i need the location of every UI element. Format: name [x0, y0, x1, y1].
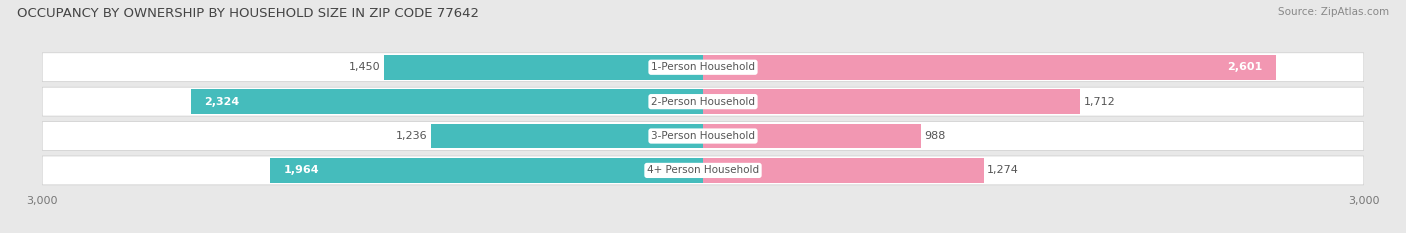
Text: 4+ Person Household: 4+ Person Household [647, 165, 759, 175]
Text: 988: 988 [924, 131, 945, 141]
FancyBboxPatch shape [42, 122, 1364, 151]
Text: 1,450: 1,450 [349, 62, 380, 72]
FancyBboxPatch shape [42, 156, 1364, 185]
Bar [703, 55, 1275, 80]
Text: 1-Person Household: 1-Person Household [651, 62, 755, 72]
Text: 2-Person Household: 2-Person Household [651, 97, 755, 107]
Bar [430, 124, 703, 148]
Text: Source: ZipAtlas.com: Source: ZipAtlas.com [1278, 7, 1389, 17]
Bar [384, 55, 703, 80]
Text: 1,274: 1,274 [987, 165, 1019, 175]
Text: 2,324: 2,324 [204, 97, 239, 107]
FancyBboxPatch shape [42, 53, 1364, 82]
Text: 2,601: 2,601 [1227, 62, 1263, 72]
Text: OCCUPANCY BY OWNERSHIP BY HOUSEHOLD SIZE IN ZIP CODE 77642: OCCUPANCY BY OWNERSHIP BY HOUSEHOLD SIZE… [17, 7, 479, 20]
Bar [191, 89, 703, 114]
Bar [270, 158, 703, 183]
Text: 1,712: 1,712 [1084, 97, 1115, 107]
Text: 1,964: 1,964 [284, 165, 319, 175]
FancyBboxPatch shape [42, 87, 1364, 116]
Bar [703, 158, 984, 183]
Bar [703, 89, 1080, 114]
Text: 1,236: 1,236 [396, 131, 427, 141]
Text: 3-Person Household: 3-Person Household [651, 131, 755, 141]
Bar [703, 124, 921, 148]
